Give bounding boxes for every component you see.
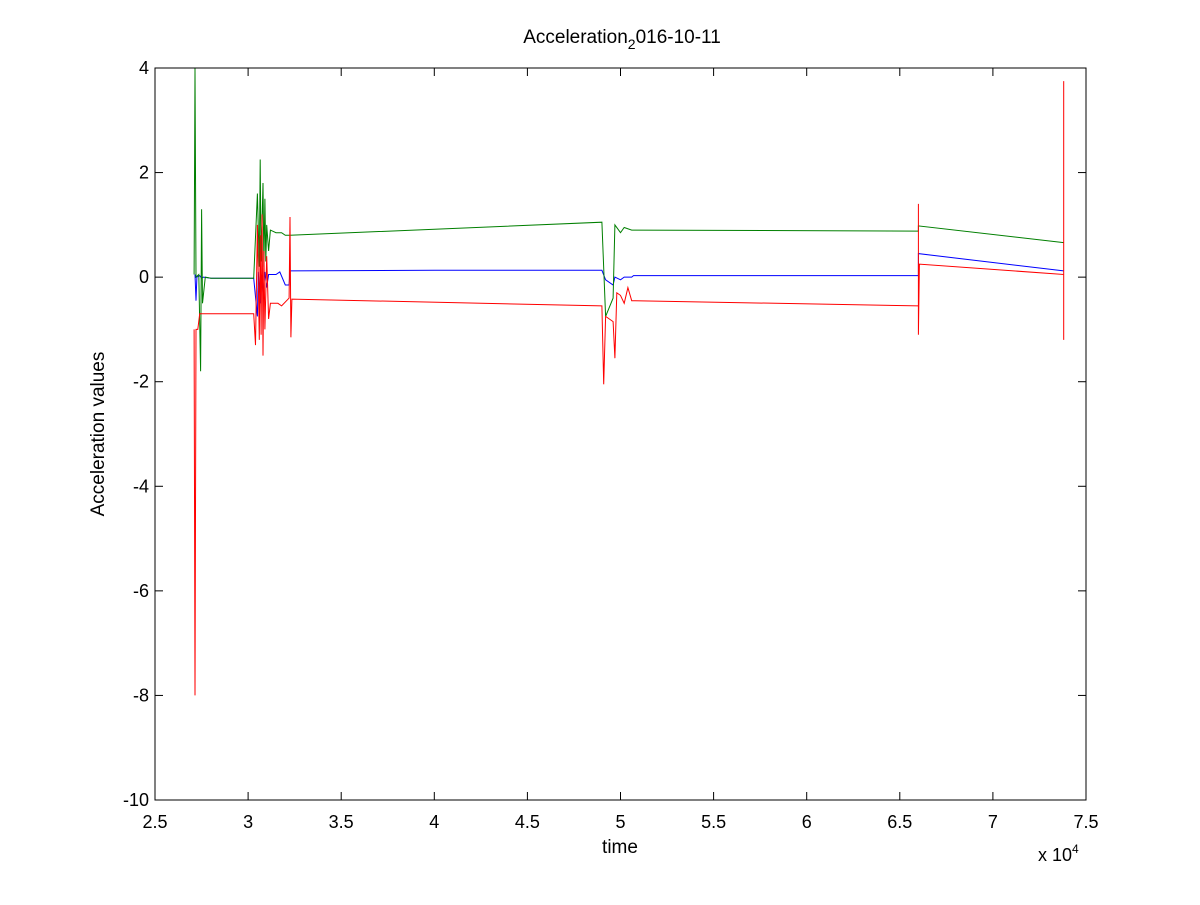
chart-title: Acceleration2016-10-11 bbox=[523, 27, 721, 52]
y-ticks: -10 -8 -6 -4 -2 0 2 4 bbox=[123, 58, 1086, 810]
x-axis-multiplier-exponent: 4 bbox=[1072, 842, 1079, 856]
y-tick-label: 2 bbox=[139, 163, 149, 183]
x-tick-label: 2.5 bbox=[142, 812, 167, 832]
x-axis-multiplier-base: x 10 bbox=[1038, 845, 1072, 865]
y-tick-label: -6 bbox=[133, 581, 149, 601]
chart-title-subscript: 2 bbox=[628, 36, 636, 52]
x-axis-label: time bbox=[602, 837, 638, 858]
y-axis-label: Acceleration values bbox=[88, 352, 109, 517]
y-tick-label: -10 bbox=[123, 790, 149, 810]
x-ticks: 2.5 3 3.5 4 4.5 5 5.5 6 6.5 7 7.5 bbox=[142, 68, 1099, 832]
chart-title-rest: 016-10-11 bbox=[636, 27, 721, 48]
plot-frame bbox=[154, 67, 1087, 801]
y-tick-label: -2 bbox=[133, 372, 149, 392]
chart-title-main: Acceleration bbox=[523, 27, 628, 48]
y-tick-label: -4 bbox=[133, 476, 149, 496]
plot-lines bbox=[193, 67, 1065, 696]
x-tick-label: 3 bbox=[243, 812, 253, 832]
x-tick-label: 7.5 bbox=[1073, 812, 1098, 832]
y-tick-label: 4 bbox=[139, 58, 149, 78]
y-tick-label: 0 bbox=[139, 267, 149, 287]
series-line-2 bbox=[193, 67, 1064, 372]
x-tick-label: 7 bbox=[988, 812, 998, 832]
x-axis-multiplier: x 104 bbox=[1038, 842, 1079, 865]
x-tick-label: 4.5 bbox=[515, 812, 540, 832]
x-tick-label: 4 bbox=[429, 812, 439, 832]
y-tick-label: -8 bbox=[133, 685, 149, 705]
x-tick-label: 5.5 bbox=[701, 812, 726, 832]
series-line-1 bbox=[194, 253, 1064, 317]
x-tick-label: 5 bbox=[615, 812, 625, 832]
series-line-3 bbox=[193, 81, 1065, 696]
x-tick-label: 6.5 bbox=[887, 812, 912, 832]
x-tick-label: 6 bbox=[802, 812, 812, 832]
x-tick-label: 3.5 bbox=[329, 812, 354, 832]
